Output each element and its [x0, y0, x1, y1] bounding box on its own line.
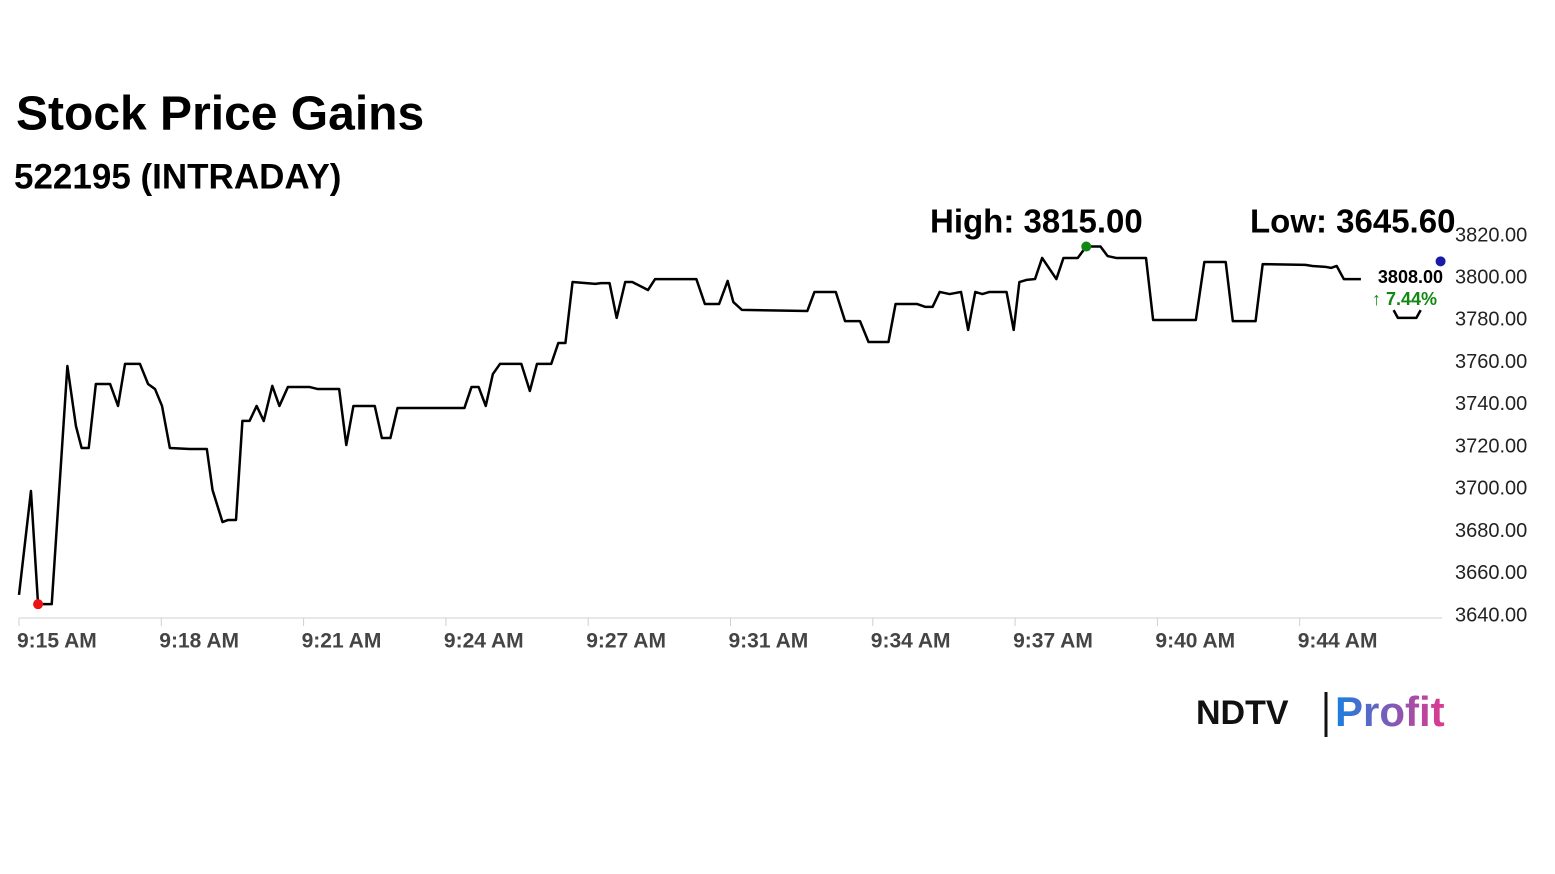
y-tick-label: 3680.00	[1455, 520, 1527, 542]
x-tick-label: 9:31 AM	[729, 630, 809, 653]
x-tick-label: 9:40 AM	[1155, 630, 1235, 653]
chart-title: Stock Price Gains	[16, 88, 424, 141]
high-label: High: 3815.00	[930, 203, 1143, 240]
x-tick-label: 9:34 AM	[871, 630, 951, 653]
y-tick-label: 3640.00	[1455, 604, 1527, 626]
x-tick-label: 9:15 AM	[17, 630, 97, 653]
logo-brand: NDTV	[1196, 694, 1289, 732]
high-marker	[1081, 241, 1092, 252]
y-tick-label: 3760.00	[1455, 351, 1527, 373]
y-tick-label: 3780.00	[1455, 309, 1527, 331]
x-tick-label: 9:27 AM	[586, 630, 666, 653]
chart-subtitle: 522195 (INTRADAY)	[14, 157, 341, 196]
low-label: Low: 3645.60	[1250, 203, 1455, 240]
y-tick-label: 3740.00	[1455, 393, 1527, 415]
y-tick-label: 3700.00	[1455, 478, 1527, 500]
y-tick-label: 3720.00	[1455, 435, 1527, 457]
price-line	[17, 245, 1422, 606]
x-tick-label: 9:18 AM	[159, 630, 239, 653]
last-label: 3808.00	[1378, 267, 1443, 287]
x-tick-label: 9:44 AM	[1298, 630, 1378, 653]
y-tick-label: 3800.00	[1455, 267, 1527, 289]
x-tick-label: 9:37 AM	[1013, 630, 1093, 653]
low-marker	[33, 599, 44, 610]
x-tick-label: 9:21 AM	[302, 630, 382, 653]
y-tick-label: 3660.00	[1455, 562, 1527, 584]
x-tick-label: 9:24 AM	[444, 630, 524, 653]
y-tick-label: 3820.00	[1455, 224, 1527, 246]
last-marker	[1435, 256, 1446, 267]
logo-product: Profit	[1335, 688, 1445, 735]
change-label: ↑ 7.44%	[1372, 289, 1437, 309]
